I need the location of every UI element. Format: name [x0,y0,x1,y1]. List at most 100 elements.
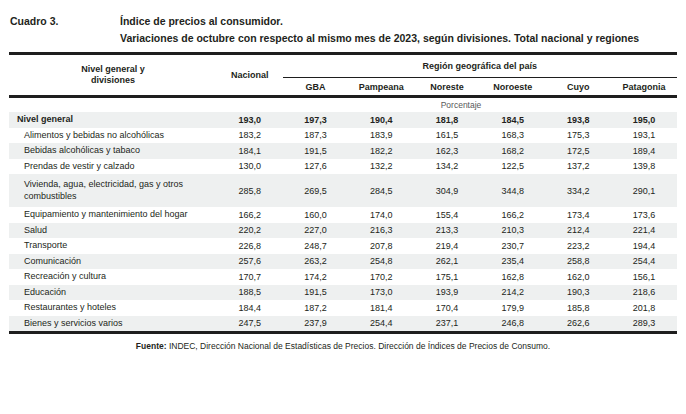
cell-noreste: 170,4 [414,300,480,316]
table-title: Índice de precios al consumidor. Variaci… [120,13,639,47]
cell-gba: 191,5 [283,143,349,159]
unit-row: Porcentaje [9,97,677,113]
cell-gba: 197,3 [283,112,349,128]
cell-patagonia: 193,1 [611,128,677,144]
cell-noreste: 181,8 [414,112,480,128]
cell-pampeana: 132,2 [348,159,414,175]
cell-patagonia: 139,8 [611,159,677,175]
cell-cuyo: 172,5 [546,143,612,159]
table-row-bebidas-alcoholicas: Bebidas alcohólicas y tabaco 184,1 191,5… [9,143,677,159]
cell-pampeana: 182,2 [348,143,414,159]
cell-nacional: 183,2 [217,128,283,144]
column-header-cuyo: Cuyo [546,78,612,97]
cell-gba: 187,3 [283,128,349,144]
row-label: Bienes y servicios varios [9,316,217,333]
cell-pampeana: 284,5 [348,174,414,207]
cell-cuyo: 334,2 [546,174,612,207]
cell-patagonia: 194,4 [611,238,677,254]
column-header-noreste: Noreste [414,78,480,97]
table-row-vivienda: Vivienda, agua, electricidad, gas y otro… [9,174,677,207]
row-label: Nivel general [9,112,217,128]
row-label: Bebidas alcohólicas y tabaco [9,143,217,159]
cell-cuyo: 193,8 [546,112,612,128]
table-row-alimentos: Alimentos y bebidas no alcohólicas 183,2… [9,128,677,144]
column-header-divisions-line2: divisiones [91,75,135,85]
cell-nacional: 166,2 [217,207,283,223]
cell-patagonia: 289,3 [611,316,677,333]
cell-cuyo: 173,4 [546,207,612,223]
table-row-prendas: Prendas de vestir y calzado 130,0 127,6 … [9,159,677,175]
ipc-regions-table: Nivel general y divisiones Nacional Regi… [9,52,677,334]
column-header-divisions: Nivel general y divisiones [9,54,217,97]
cell-cuyo: 262,6 [546,316,612,333]
table-title-line2: Variaciones de octubre con respecto al m… [120,30,639,47]
cell-noroeste: 166,2 [480,207,546,223]
cell-noroeste: 344,8 [480,174,546,207]
table-row-educacion: Educación 188,5 191,5 173,0 193,9 214,2 … [9,285,677,301]
cell-gba: 187,2 [283,300,349,316]
cell-patagonia: 218,6 [611,285,677,301]
cell-pampeana: 216,3 [348,223,414,239]
cell-noroeste: 246,8 [480,316,546,333]
cell-patagonia: 201,8 [611,300,677,316]
row-label: Salud [9,223,217,239]
row-label: Restaurantes y hoteles [9,300,217,316]
cell-pampeana: 254,4 [348,316,414,333]
cell-patagonia: 221,4 [611,223,677,239]
column-group-header-region: Región geográfica del país [283,54,677,78]
cell-noroeste: 162,8 [480,269,546,285]
cell-gba: 191,5 [283,285,349,301]
cell-cuyo: 223,2 [546,238,612,254]
column-header-patagonia: Patagonia [611,78,677,97]
cell-nacional: 184,1 [217,143,283,159]
cell-nacional: 285,8 [217,174,283,207]
cell-patagonia: 189,4 [611,143,677,159]
cell-nacional: 193,0 [217,112,283,128]
table-caption: Cuadro 3. Índice de precios al consumido… [0,0,686,47]
row-label: Educación [9,285,217,301]
cell-patagonia: 173,6 [611,207,677,223]
cell-noreste: 219,4 [414,238,480,254]
cell-noroeste: 184,5 [480,112,546,128]
cell-noreste: 237,1 [414,316,480,333]
cell-noreste: 162,3 [414,143,480,159]
row-label: Equipamiento y mantenimiento del hogar [9,207,217,223]
cell-noreste: 304,9 [414,174,480,207]
cell-pampeana: 170,2 [348,269,414,285]
cell-pampeana: 183,9 [348,128,414,144]
cell-nacional: 170,7 [217,269,283,285]
unit-row-spacer [9,97,217,113]
cell-pampeana: 207,8 [348,238,414,254]
cell-nacional: 247,5 [217,316,283,333]
table-row-bienes: Bienes y servicios varios 247,5 237,9 25… [9,316,677,333]
cell-noroeste: 168,3 [480,128,546,144]
cell-cuyo: 175,3 [546,128,612,144]
cell-patagonia: 195,0 [611,112,677,128]
cell-cuyo: 258,8 [546,254,612,270]
cell-cuyo: 190,3 [546,285,612,301]
table-row-restaurantes: Restaurantes y hoteles 184,4 187,2 181,4… [9,300,677,316]
table-row-comunicacion: Comunicación 257,6 263,2 254,8 262,1 235… [9,254,677,270]
cell-gba: 237,9 [283,316,349,333]
document-page: Cuadro 3. Índice de precios al consumido… [0,0,686,414]
unit-label: Porcentaje [217,97,677,113]
cell-noreste: 193,9 [414,285,480,301]
table-row-recreacion: Recreación y cultura 170,7 174,2 170,2 1… [9,269,677,285]
column-header-noroeste: Noroeste [480,78,546,97]
column-header-gba: GBA [283,78,349,97]
cell-noreste: 175,1 [414,269,480,285]
cell-patagonia: 290,1 [611,174,677,207]
cell-noreste: 262,1 [414,254,480,270]
cell-gba: 174,2 [283,269,349,285]
column-header-pampeana: Pampeana [348,78,414,97]
cell-noreste: 161,5 [414,128,480,144]
cell-gba: 127,6 [283,159,349,175]
cell-noroeste: 230,7 [480,238,546,254]
cell-pampeana: 174,0 [348,207,414,223]
cell-noreste: 155,4 [414,207,480,223]
cell-nacional: 184,4 [217,300,283,316]
cell-noroeste: 168,2 [480,143,546,159]
cell-gba: 227,0 [283,223,349,239]
cell-pampeana: 190,4 [348,112,414,128]
cell-patagonia: 156,1 [611,269,677,285]
